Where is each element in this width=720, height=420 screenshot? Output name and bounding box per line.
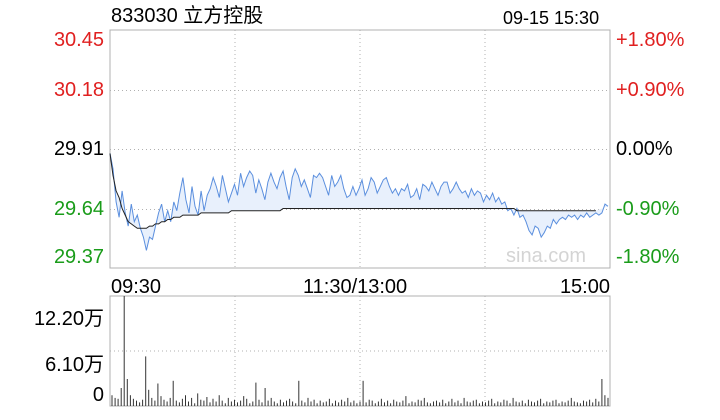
percent-tick-label: +1.80% (616, 29, 685, 51)
price-tick-label: 30.18 (53, 79, 104, 101)
time-tick-label: 11:30/13:00 (303, 276, 408, 298)
price-tick-label: 29.64 (53, 198, 104, 220)
volume-tick-label: 6.10万 (45, 354, 104, 376)
percent-tick-label: -0.90% (616, 198, 680, 220)
price-layer (109, 153, 609, 251)
price-line (109, 153, 609, 251)
stock-title: 833030 立方控股 (111, 5, 264, 27)
time-tick-label: 15:00 (559, 276, 610, 298)
volume-layer (111, 296, 609, 406)
volume-tick-label: 12.20万 (33, 308, 104, 330)
price-tick-label: 29.37 (53, 246, 104, 268)
percent-tick-label: -1.80% (616, 246, 680, 268)
price-area-fill (110, 153, 608, 251)
percent-tick-label: +0.90% (616, 79, 685, 101)
timestamp: 09-15 15:30 (503, 8, 600, 28)
average-price-line (109, 153, 596, 229)
watermark-text: sina.com (506, 245, 586, 267)
percent-tick-label: 0.00% (616, 138, 673, 160)
price-tick-label: 29.91 (53, 138, 104, 160)
volume-tick-label: 0 (92, 384, 104, 406)
price-tick-label: 30.45 (53, 29, 104, 51)
time-tick-label: 09:30 (111, 276, 162, 298)
